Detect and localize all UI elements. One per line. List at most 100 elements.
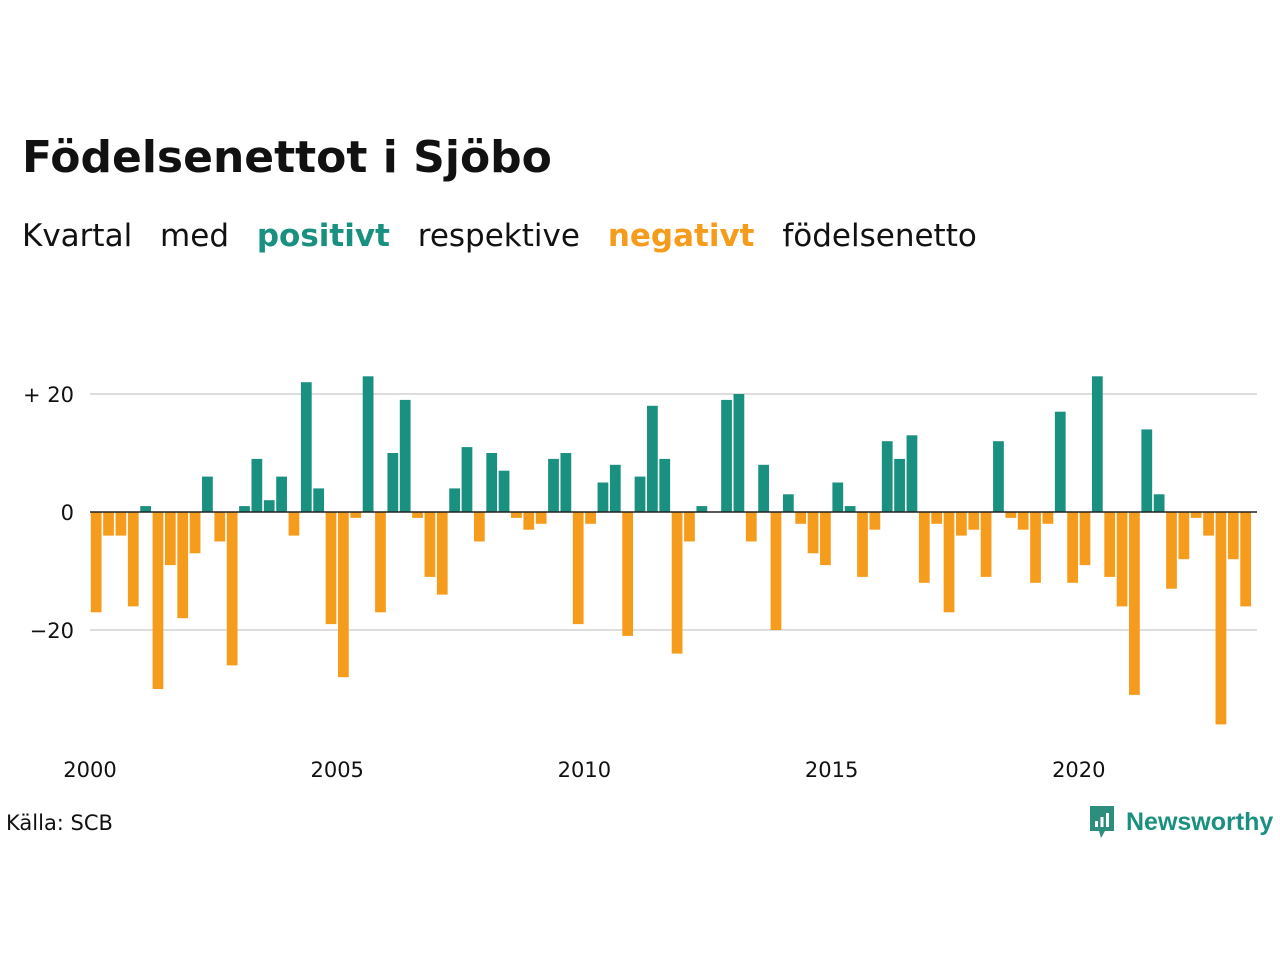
source-note: Källa: SCB: [6, 811, 113, 835]
bar-negative: [523, 512, 535, 530]
newsworthy-logo: Newsworthy: [1088, 804, 1273, 840]
bar-negative: [338, 512, 349, 678]
bar-positive: [597, 482, 609, 512]
subtitle-negative-label: negativt: [607, 218, 755, 254]
bar-negative: [90, 512, 102, 613]
bar-positive: [202, 476, 213, 512]
bar-positive: [300, 382, 312, 512]
bar-positive: [1054, 411, 1066, 512]
bar-negative: [103, 512, 114, 536]
y-tick-label: 0: [61, 501, 74, 525]
bar-negative: [795, 512, 807, 524]
bar-negative: [869, 512, 881, 530]
bar-positive: [894, 458, 905, 512]
bar-negative: [1227, 512, 1239, 560]
bar-negative: [857, 512, 868, 577]
bar-negative: [535, 512, 547, 524]
bar-negative: [424, 512, 436, 577]
bar-chart-speech-bubble-icon: [1090, 806, 1114, 838]
bar-positive: [461, 447, 473, 512]
bar-negative: [968, 512, 980, 530]
bar-positive: [1091, 376, 1103, 512]
bar-positive: [721, 399, 732, 512]
bar-positive: [399, 399, 411, 512]
bar-positive: [782, 494, 794, 512]
x-tick-label: 2010: [558, 758, 611, 782]
bar-negative: [1240, 512, 1252, 607]
bar-negative: [412, 512, 423, 518]
bar-negative: [931, 512, 943, 524]
bar-positive: [881, 441, 893, 512]
bar-positive: [251, 458, 263, 512]
bar-negative: [325, 512, 337, 625]
bar-negative: [980, 512, 992, 577]
bar-negative: [1005, 512, 1017, 518]
bar-negative: [1116, 512, 1128, 607]
bar-positive: [486, 453, 498, 512]
bar-negative: [226, 512, 238, 666]
bar-positive: [634, 476, 646, 512]
subtitle-positive-label: positivt: [256, 218, 390, 254]
logo-text: Newsworthy: [1126, 807, 1274, 836]
bar-negative: [288, 512, 300, 536]
bar-negative: [1030, 512, 1041, 583]
bar-negative: [820, 512, 831, 566]
x-tick-label: 2005: [310, 758, 363, 782]
bar-negative: [770, 512, 782, 630]
bar-negative: [585, 512, 596, 524]
bar-negative: [473, 512, 485, 542]
bar-negative: [918, 512, 930, 583]
bar-negative: [684, 512, 695, 542]
bar-positive: [659, 458, 671, 512]
bar-negative: [1017, 512, 1029, 530]
bar-negative: [1042, 512, 1054, 524]
bar-positive: [548, 458, 559, 512]
bar-positive: [140, 506, 151, 512]
bar-positive: [362, 376, 374, 512]
bar-negative: [127, 512, 139, 607]
bar-positive: [832, 482, 844, 512]
y-tick-labels: + 20 0 −20: [23, 383, 74, 643]
x-tick-label: 2000: [63, 758, 116, 782]
bar-negative: [436, 512, 448, 595]
bar-negative: [622, 512, 634, 636]
bar-positive: [733, 394, 745, 512]
bars: [90, 376, 1252, 725]
bar-negative: [1104, 512, 1116, 577]
bar-negative: [1129, 512, 1140, 695]
bar-negative: [1215, 512, 1227, 725]
bar-negative: [164, 512, 176, 566]
subtitle-word: respektive: [417, 218, 580, 254]
bar-negative: [943, 512, 955, 613]
bar-negative: [214, 512, 226, 542]
y-tick-label: −20: [30, 619, 74, 643]
bar-negative: [807, 512, 819, 554]
bar-negative: [375, 512, 386, 613]
bar-negative: [1067, 512, 1078, 583]
bar-negative: [1203, 512, 1214, 536]
bar-positive: [609, 464, 621, 512]
bar-positive: [993, 441, 1004, 512]
bar-positive: [1141, 429, 1153, 512]
bar-positive: [1153, 494, 1165, 512]
bar-positive: [313, 488, 325, 512]
bar-negative: [511, 512, 522, 518]
bar-positive: [696, 506, 708, 512]
bar-negative: [1178, 512, 1190, 560]
bar-positive: [844, 506, 856, 512]
subtitle-word: Kvartal: [22, 218, 133, 254]
bar-positive: [560, 453, 572, 512]
bar-negative: [115, 512, 127, 536]
bar-negative: [956, 512, 967, 536]
bar-positive: [387, 453, 399, 512]
bar-positive: [239, 506, 250, 512]
subtitle-word: födelsenetto: [782, 218, 977, 254]
bar-chart: + 20 0 −20 2000 2005 2010 2015 2020: [23, 376, 1257, 782]
bar-positive: [758, 464, 769, 512]
bar-positive: [449, 488, 460, 512]
x-tick-labels: 2000 2005 2010 2015 2020: [63, 758, 1105, 782]
x-tick-label: 2020: [1052, 758, 1105, 782]
bar-negative: [350, 512, 362, 518]
bar-positive: [647, 405, 658, 512]
bar-negative: [177, 512, 189, 619]
